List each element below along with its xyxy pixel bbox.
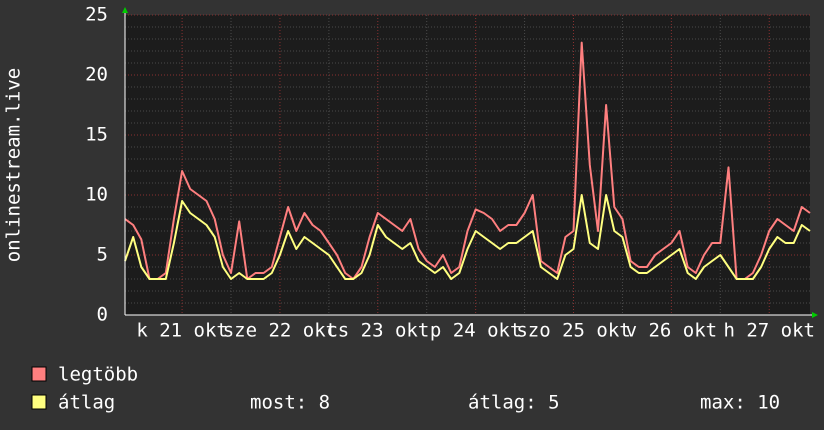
legend-label: átlag	[58, 392, 115, 414]
legend-swatch	[31, 394, 47, 410]
x-tick-label: h 27 okt	[723, 320, 815, 342]
x-tick-label: v 26 okt	[626, 320, 718, 342]
x-tick-label: szo 25 okt	[516, 320, 630, 342]
x-tick-label: cs 23 okt	[326, 320, 429, 342]
y-tick-label: 25	[85, 4, 108, 26]
y-tick-label: 5	[97, 244, 108, 266]
series-line	[124, 41, 811, 280]
x-tick-label: k 21 okt	[136, 320, 228, 342]
legend-swatch	[31, 366, 47, 382]
y-tick-label: 10	[85, 184, 108, 206]
legend-stat: max: 10	[700, 392, 780, 414]
y-axis-arrow	[122, 7, 128, 13]
x-axis-arrow	[812, 312, 818, 318]
x-tick-label: p 24 okt	[430, 320, 522, 342]
legend-stat: most: 8	[250, 392, 330, 414]
legend-stat: átlag: 5	[468, 392, 560, 414]
plot-area	[125, 15, 810, 315]
series-line	[124, 194, 811, 280]
y-axis-label: onlinestream.live	[3, 68, 25, 262]
y-tick-label: 20	[85, 64, 108, 86]
legend-label: legtöbb	[58, 364, 138, 386]
x-tick-label: sze 22 okt	[223, 320, 337, 342]
y-tick-label: 0	[97, 304, 108, 326]
y-tick-label: 15	[85, 124, 108, 146]
